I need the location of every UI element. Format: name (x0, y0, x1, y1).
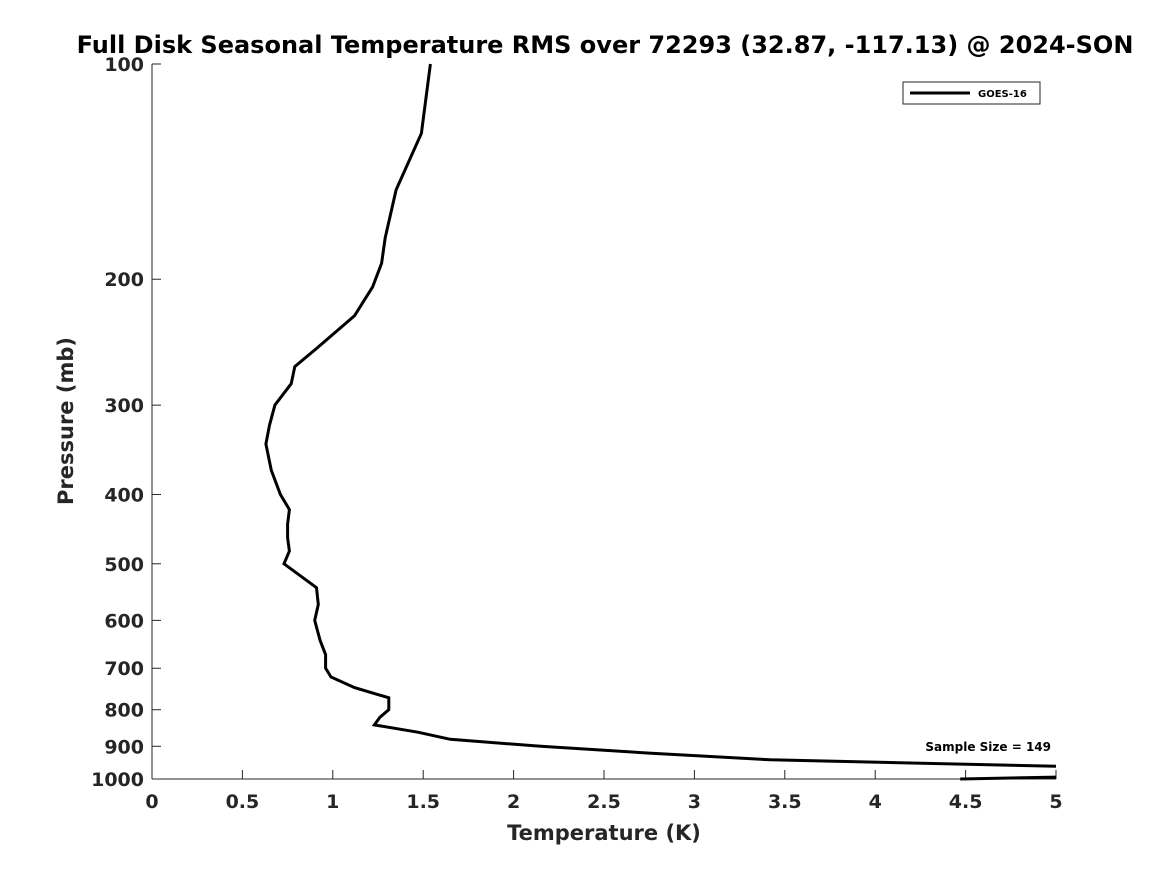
y-axis-ticks: 100 200 300 400 500 600 700 800 900 1000 (91, 54, 161, 791)
y-tick-label: 500 (104, 554, 144, 576)
y-tick-label: 400 (104, 484, 144, 506)
legend-box (902, 81, 1041, 105)
x-tick-label: 4.5 (949, 791, 983, 813)
x-tick-label: 3 (688, 791, 701, 813)
y-tick-label: 200 (104, 269, 144, 291)
x-tick-label: 4 (869, 791, 882, 813)
x-axis-ticks: 0 0.5 1 1.5 2 2.5 3 3.5 4 4.5 5 (145, 770, 1063, 813)
y-tick-label: 600 (104, 610, 144, 632)
legend-entry-goes16: GOES-16 (978, 89, 1027, 100)
x-axis-label: Temperature (K) (507, 821, 701, 845)
series-lines (264, 63, 1057, 781)
legend: GOES-16 (902, 81, 1041, 105)
x-tick-label: 2.5 (587, 791, 621, 813)
x-tick-label: 0.5 (226, 791, 260, 813)
y-tick-label: 900 (104, 736, 144, 758)
x-tick-label: 3.5 (768, 791, 802, 813)
x-tick-label: 2 (507, 791, 520, 813)
x-tick-label: 0 (145, 791, 158, 813)
x-tick-label: 1 (326, 791, 339, 813)
y-tick-label: 300 (104, 395, 144, 417)
x-tick-label: 1.5 (406, 791, 440, 813)
y-tick-label: 700 (104, 658, 144, 680)
y-axis-label: Pressure (mb) (54, 337, 78, 505)
y-tick-label: 100 (104, 54, 144, 76)
y-tick-label: 1000 (91, 769, 144, 791)
chart-title-group: Full Disk Seasonal Temperature RMS over … (77, 31, 1134, 59)
chart-title: Full Disk Seasonal Temperature RMS over … (77, 31, 1134, 59)
plot-axes (151, 64, 1056, 780)
series-line-goes16-surface (960, 775, 1057, 781)
sample-size-annotation: Sample Size = 149 (925, 740, 1051, 754)
series-line-goes16 (264, 63, 1057, 768)
y-tick-label: 800 (104, 700, 144, 722)
x-tick-label: 5 (1049, 791, 1062, 813)
